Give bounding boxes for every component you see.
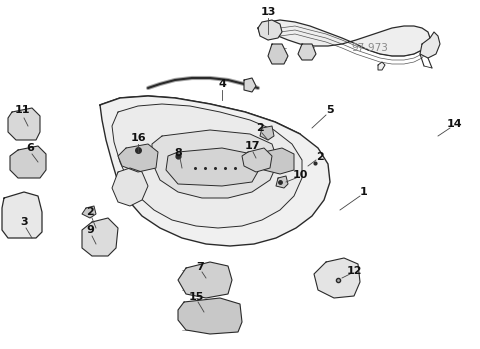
Text: 16: 16 (130, 133, 146, 143)
Text: 10: 10 (292, 170, 308, 180)
Text: 12: 12 (346, 266, 362, 276)
Polygon shape (314, 258, 360, 298)
Text: 6: 6 (26, 143, 34, 153)
Text: 5: 5 (326, 105, 334, 115)
Text: 7: 7 (196, 262, 204, 272)
Text: 15: 15 (188, 292, 204, 302)
Text: 1: 1 (360, 187, 368, 197)
Polygon shape (258, 20, 282, 40)
Text: 97-973: 97-973 (351, 43, 388, 53)
Polygon shape (112, 168, 148, 206)
Polygon shape (10, 146, 46, 178)
Polygon shape (242, 148, 272, 172)
Polygon shape (268, 44, 288, 64)
Text: 13: 13 (260, 7, 276, 17)
Text: 17: 17 (244, 141, 260, 151)
Polygon shape (244, 78, 256, 92)
Polygon shape (100, 96, 330, 246)
Polygon shape (276, 176, 288, 188)
Text: 11: 11 (14, 105, 30, 115)
Polygon shape (166, 148, 260, 186)
Text: 2: 2 (256, 123, 264, 133)
Text: 2: 2 (316, 152, 324, 162)
Polygon shape (260, 126, 274, 140)
Polygon shape (2, 192, 42, 238)
Text: 14: 14 (446, 119, 462, 129)
Polygon shape (178, 262, 232, 298)
Polygon shape (82, 218, 118, 256)
Polygon shape (378, 62, 385, 70)
Text: 9: 9 (86, 225, 94, 235)
Polygon shape (118, 144, 158, 172)
Text: 8: 8 (174, 148, 182, 158)
Polygon shape (112, 104, 302, 228)
Text: 4: 4 (218, 79, 226, 89)
Polygon shape (420, 32, 440, 58)
Polygon shape (178, 298, 242, 334)
Polygon shape (152, 130, 278, 198)
Polygon shape (258, 148, 294, 174)
Text: 2: 2 (86, 207, 94, 217)
Polygon shape (8, 108, 40, 140)
Polygon shape (82, 206, 96, 218)
Polygon shape (258, 20, 430, 56)
Text: 3: 3 (20, 217, 28, 227)
Polygon shape (298, 44, 316, 60)
